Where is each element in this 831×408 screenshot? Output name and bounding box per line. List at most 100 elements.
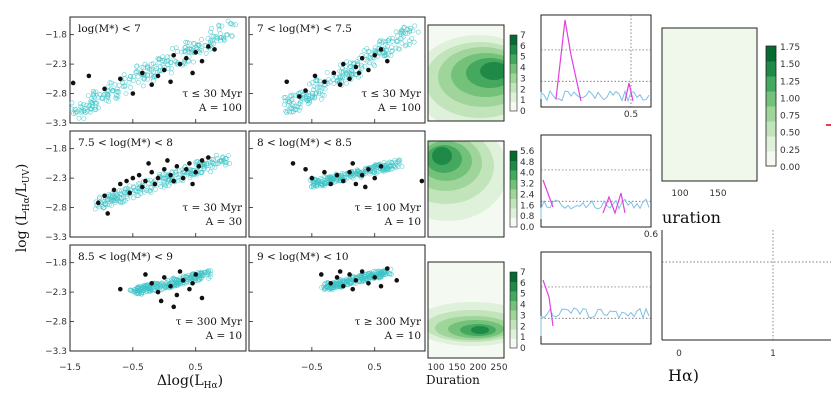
model-point	[318, 96, 324, 102]
model-point	[367, 273, 373, 279]
scatter-panel: 7 < log(M*) < 7.5 τ ≤ 30 Myr A = 100	[248, 16, 426, 124]
model-point	[127, 183, 133, 189]
observed-point	[193, 169, 199, 175]
observed-point	[322, 169, 327, 175]
observed-point	[366, 67, 371, 73]
observed-point	[190, 280, 195, 286]
model-point	[110, 198, 116, 204]
model-point	[144, 288, 150, 294]
model-point	[381, 271, 386, 277]
panel-mass-label: 7 < log(M*) < 7.5	[257, 23, 352, 35]
panel-tau-label: τ = 300 Myr	[176, 316, 243, 328]
model-point	[387, 159, 393, 165]
colorbar-tick-label: 6	[520, 279, 526, 289]
y-tick-label: −2.3	[45, 288, 67, 298]
model-point	[333, 284, 338, 290]
model-point	[122, 76, 128, 81]
panel-tau-label: τ = 100 Myr	[355, 202, 422, 214]
model-point	[115, 94, 121, 99]
model-point	[162, 284, 168, 290]
model-point	[123, 91, 129, 97]
model-point	[327, 79, 333, 85]
model-point	[167, 54, 173, 60]
observed-point	[171, 178, 177, 184]
model-point	[314, 84, 320, 90]
model-point	[305, 90, 311, 96]
model-point	[106, 202, 112, 208]
model-point	[322, 183, 328, 189]
model-point	[73, 107, 79, 113]
model-point	[147, 188, 153, 193]
panel-frame	[69, 130, 247, 238]
model-point	[411, 39, 417, 45]
big-colorbar-segment	[766, 121, 776, 137]
observed-point	[193, 50, 199, 55]
colorbar-tick-label: 4.8	[520, 158, 535, 168]
model-point	[295, 104, 300, 110]
scatter-panel: 7.5 < log(M*) < 8 τ = 30 Myr A = 30	[69, 130, 247, 238]
model-point	[97, 196, 102, 201]
colorbar-tick-label: 0.8	[520, 212, 535, 222]
observed-point	[350, 161, 356, 166]
model-point	[79, 105, 85, 110]
colorbar-frame	[509, 271, 518, 349]
big-panel-x-tick-label: 100	[671, 189, 688, 199]
model-point	[208, 271, 214, 277]
observed-point	[143, 272, 148, 277]
model-point	[205, 270, 210, 276]
model-point	[297, 89, 303, 95]
model-point	[388, 272, 394, 277]
observed-point	[199, 158, 205, 163]
model-point	[91, 92, 96, 98]
model-point	[407, 42, 412, 47]
model-point	[136, 79, 141, 85]
model-point	[144, 188, 149, 193]
y-tick-label: −3.3	[45, 233, 67, 243]
observed-point	[171, 52, 177, 58]
model-point	[184, 274, 190, 280]
line-panel: 0.5	[540, 14, 652, 120]
model-point	[99, 203, 105, 209]
colorbar-frame	[509, 150, 518, 228]
observed-point	[359, 172, 365, 178]
model-point	[134, 290, 140, 296]
model-point	[196, 42, 202, 48]
model-point	[285, 108, 291, 114]
model-point	[211, 41, 217, 47]
model-point	[149, 66, 155, 72]
model-point	[205, 270, 211, 276]
model-point	[81, 108, 87, 114]
model-point	[374, 170, 379, 176]
model-point	[141, 287, 146, 293]
model-point	[166, 182, 172, 188]
model-point	[233, 22, 239, 28]
model-point	[404, 42, 409, 48]
model-point	[301, 95, 307, 100]
model-point	[150, 61, 156, 67]
colorbar-segment	[510, 300, 517, 311]
observed-point	[180, 175, 186, 181]
colorbar-segment	[510, 73, 517, 83]
model-point	[366, 48, 371, 54]
panel-mass-label: log(M*) < 7	[78, 23, 141, 35]
model-point	[169, 277, 175, 283]
model-point	[385, 38, 391, 44]
observed-point	[161, 166, 167, 172]
model-point	[131, 78, 137, 84]
observed-point	[303, 166, 308, 172]
model-point	[188, 49, 194, 55]
model-point	[155, 283, 161, 288]
y-tick-label: −2.3	[45, 60, 67, 70]
observed-point	[362, 184, 368, 190]
model-point	[182, 45, 188, 51]
model-point	[390, 160, 395, 166]
big-colorbar-tick-label: 1.50	[780, 60, 800, 70]
model-point	[306, 96, 312, 102]
observed-point	[124, 178, 129, 184]
model-point	[374, 49, 380, 55]
colorbar-tick-label: 5	[520, 290, 526, 300]
observed-point	[127, 190, 133, 196]
observed-point	[155, 73, 161, 79]
model-point	[312, 94, 317, 100]
